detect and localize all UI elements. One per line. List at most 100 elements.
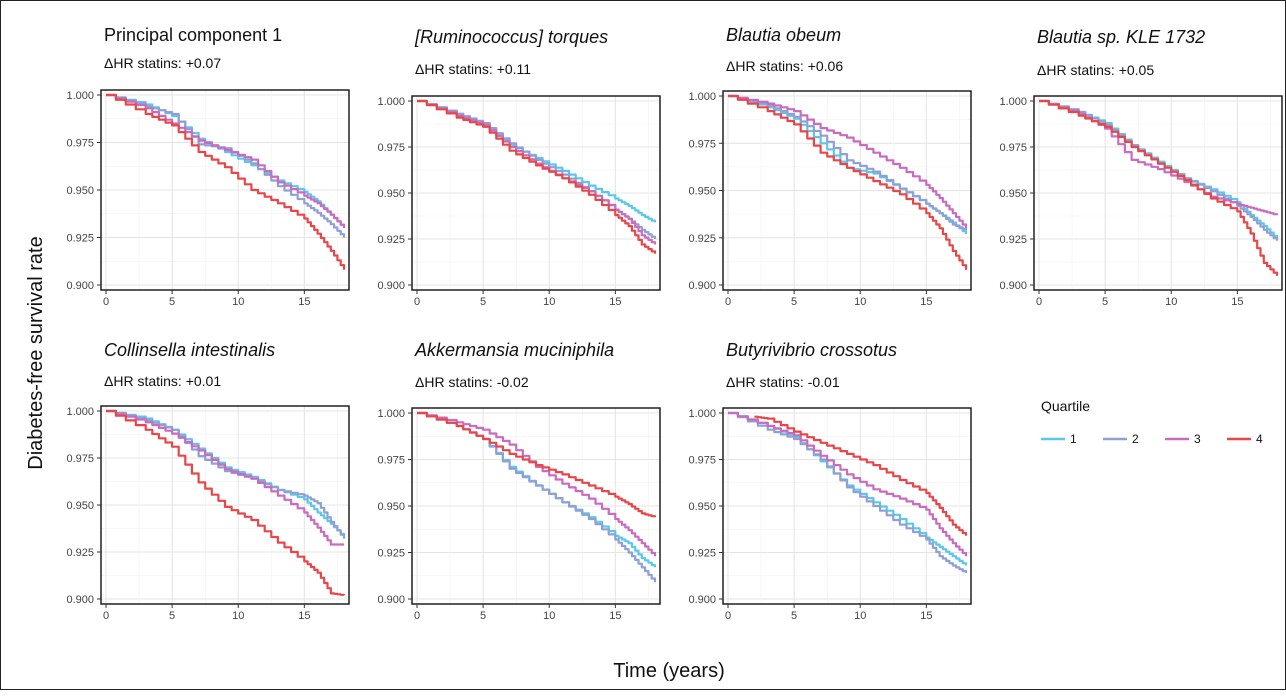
legend-title: Quartile <box>1041 398 1090 414</box>
panel-4: Blautia sp. KLE 1732 ΔHR statins: +0.05 0.… <box>999 27 1283 308</box>
y-tick-label: 0.900 <box>377 594 405 606</box>
x-tick-label: 15 <box>609 296 621 308</box>
series-line-quartile-3 <box>728 411 968 557</box>
series-line-quartile-3 <box>728 94 968 229</box>
x-tick-label: 5 <box>791 296 797 308</box>
legend-label: 3 <box>1194 432 1201 446</box>
series-line-quartile-4 <box>106 409 346 596</box>
x-axis-label: Time (years) <box>613 660 724 682</box>
panel-subtitle: ΔHR statins: -0.02 <box>415 374 529 390</box>
x-tick-label: 0 <box>1036 296 1042 308</box>
series-line-quartile-2 <box>106 93 346 238</box>
y-tick-label: 0.950 <box>688 186 716 198</box>
legend-label: 2 <box>1132 432 1139 446</box>
series-line-quartile-3 <box>106 409 344 546</box>
panel-subtitle: ΔHR statins: -0.01 <box>726 374 840 390</box>
series-line-quartile-3 <box>106 93 346 228</box>
panel-title: Akkermansia muciniphila <box>414 340 614 360</box>
y-tick-label: 0.925 <box>66 547 94 559</box>
y-tick-label: 0.900 <box>66 280 94 292</box>
x-tick-label: 10 <box>1165 296 1177 308</box>
panel-title: Blautia obeum <box>726 25 841 45</box>
x-tick-label: 10 <box>854 610 866 622</box>
y-tick-label: 1.000 <box>66 406 94 418</box>
panel-subtitle: ΔHR statins: +0.07 <box>104 55 221 71</box>
x-tick-label: 0 <box>103 296 109 308</box>
y-tick-label: 0.925 <box>377 234 405 246</box>
x-tick-label: 5 <box>169 610 175 622</box>
panel-subtitle: ΔHR statins: +0.11 <box>415 61 531 77</box>
x-tick-label: 5 <box>169 296 175 308</box>
x-tick-label: 0 <box>725 610 731 622</box>
series-line-quartile-4 <box>417 99 657 254</box>
y-tick-label: 0.925 <box>999 234 1027 246</box>
y-tick-label: 1.000 <box>66 90 94 102</box>
legend-item-quartile-2: 2 <box>1103 432 1139 446</box>
y-tick-label: 0.900 <box>66 594 94 606</box>
panel-title: Principal component 1 <box>104 25 282 45</box>
panel-subtitle: ΔHR statins: +0.05 <box>1037 62 1154 78</box>
panel-subtitle: ΔHR statins: +0.01 <box>104 373 221 389</box>
x-tick-label: 10 <box>543 296 555 308</box>
x-tick-label: 10 <box>854 296 866 308</box>
y-axis-label: Diabetes-free survival rate <box>25 236 47 469</box>
y-tick-label: 0.900 <box>688 280 716 292</box>
series-line-quartile-4 <box>728 94 968 270</box>
panel-6: Akkermansia muciniphila ΔHR statins: -0.0… <box>377 340 661 622</box>
series-line-quartile-3 <box>417 411 657 557</box>
x-tick-label: 15 <box>920 296 932 308</box>
series-line-quartile-4 <box>754 415 968 536</box>
y-tick-label: 0.950 <box>66 185 94 197</box>
legend-item-quartile-4: 4 <box>1227 432 1263 446</box>
x-tick-label: 5 <box>791 610 797 622</box>
x-tick-label: 15 <box>920 610 932 622</box>
series-line-quartile-4 <box>417 411 657 518</box>
x-tick-label: 10 <box>543 610 555 622</box>
series-line-quartile-4 <box>1039 99 1279 276</box>
y-tick-label: 0.925 <box>66 233 94 245</box>
y-tick-label: 0.975 <box>66 138 94 150</box>
y-tick-label: 0.950 <box>66 500 94 512</box>
legend: Quartile 1 2 3 4 <box>1041 398 1263 446</box>
y-tick-label: 0.975 <box>377 455 405 467</box>
x-tick-label: 15 <box>298 296 310 308</box>
y-tick-label: 1.000 <box>688 408 716 420</box>
y-tick-label: 0.975 <box>999 142 1027 154</box>
y-tick-label: 0.975 <box>688 138 716 150</box>
panel-1: Principal component 1 ΔHR statins: +0.07 0… <box>66 25 350 308</box>
y-tick-label: 0.950 <box>999 188 1027 200</box>
x-tick-label: 15 <box>609 610 621 622</box>
legend-item-quartile-1: 1 <box>1041 432 1077 446</box>
y-tick-label: 0.925 <box>377 548 405 560</box>
x-tick-label: 5 <box>1102 296 1108 308</box>
legend-item-quartile-3: 3 <box>1165 432 1201 446</box>
x-tick-label: 15 <box>1231 296 1243 308</box>
legend-label: 1 <box>1070 432 1077 446</box>
y-tick-label: 1.000 <box>377 408 405 420</box>
x-tick-label: 0 <box>414 610 420 622</box>
x-tick-label: 5 <box>480 296 486 308</box>
panel-5: Collinsella intestinalis ΔHR statins: +0.… <box>66 340 350 622</box>
panel-title: Blautia sp. KLE 1732 <box>1037 27 1205 47</box>
panel-3: Blautia obeum ΔHR statins: +0.06 0.900 0.92… <box>688 25 972 308</box>
y-tick-label: 0.925 <box>688 548 716 560</box>
y-tick-label: 0.975 <box>377 142 405 154</box>
panel-7: Butyrivibrio crossotus ΔHR statins: -0.01… <box>688 340 972 622</box>
series-line-quartile-4 <box>106 93 346 270</box>
series-line-quartile-2 <box>728 94 968 231</box>
series-line-quartile-2 <box>728 411 968 573</box>
x-tick-label: 5 <box>480 610 486 622</box>
panel-title: [Ruminococcus] torques <box>414 27 608 47</box>
x-tick-label: 15 <box>298 610 310 622</box>
y-tick-label: 0.900 <box>688 594 716 606</box>
y-tick-label: 1.000 <box>688 91 716 103</box>
y-tick-label: 0.950 <box>377 501 405 513</box>
x-tick-label: 10 <box>232 610 244 622</box>
x-tick-label: 0 <box>725 296 731 308</box>
y-tick-label: 0.950 <box>688 501 716 513</box>
y-tick-label: 0.900 <box>377 280 405 292</box>
panel-title: Butyrivibrio crossotus <box>726 340 897 360</box>
panel-grid: Principal component 1 ΔHR statins: +0.07 0… <box>66 25 1283 622</box>
